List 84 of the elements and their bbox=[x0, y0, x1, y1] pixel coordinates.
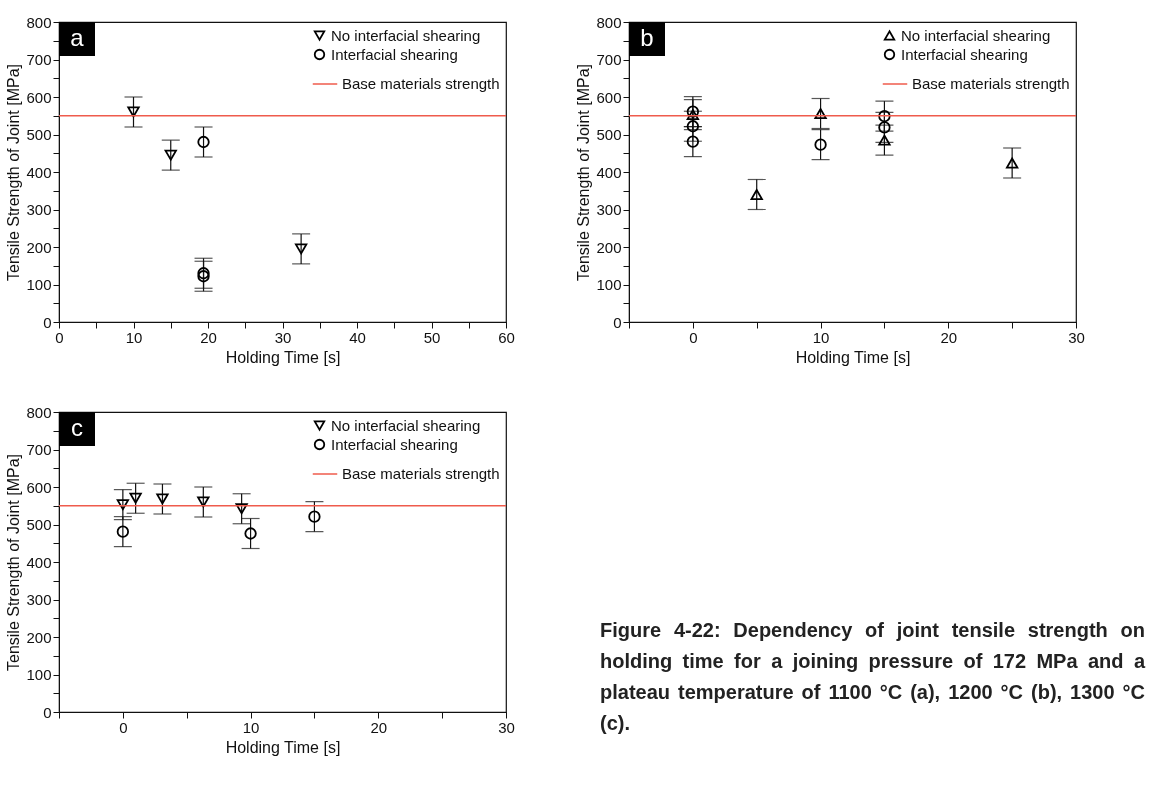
point bbox=[294, 243, 308, 255]
point bbox=[878, 109, 891, 123]
x-tick-label: 20 bbox=[200, 328, 217, 346]
y-tick-label: 700 bbox=[26, 441, 52, 458]
legend-label: Interfacial shearing bbox=[331, 45, 458, 63]
y-axis-title: Tensile Strength of Joint [MPa] bbox=[5, 454, 23, 671]
y-tick-label: 100 bbox=[26, 276, 52, 293]
x-tick-label: 0 bbox=[55, 328, 64, 346]
y-tick-label: 700 bbox=[596, 51, 622, 68]
x-tick-label: 30 bbox=[1068, 328, 1085, 346]
y-tick-label: 500 bbox=[26, 516, 52, 533]
x-axis-title: Holding Time [s] bbox=[795, 348, 911, 366]
point bbox=[814, 138, 827, 151]
point bbox=[116, 525, 129, 538]
annotation: b bbox=[640, 24, 654, 51]
y-tick-label: 400 bbox=[596, 163, 622, 181]
legend-label: Base materials strength bbox=[342, 75, 500, 92]
point bbox=[244, 527, 257, 540]
x-tick-label: 30 bbox=[498, 718, 515, 736]
y-tick-label: 0 bbox=[613, 313, 622, 331]
y-tick-label: 200 bbox=[26, 628, 52, 646]
legend-label: Base materials strength bbox=[342, 465, 500, 482]
x-tick-label: 0 bbox=[119, 718, 128, 736]
x-tick-label: 10 bbox=[242, 718, 260, 736]
y-tick-label: 400 bbox=[26, 163, 52, 181]
point bbox=[127, 106, 140, 118]
y-axis-title: Tensile Strength of Joint [MPa] bbox=[575, 64, 593, 281]
y-tick-label: 800 bbox=[26, 403, 52, 421]
x-tick-label: 10 bbox=[125, 328, 143, 346]
y-tick-label: 600 bbox=[26, 88, 52, 106]
x-tick-label: 60 bbox=[498, 328, 515, 346]
x-tick-label: 30 bbox=[274, 328, 292, 346]
x-axis-title: Holding Time [s] bbox=[225, 348, 341, 366]
point bbox=[686, 120, 699, 133]
y-tick-label: 700 bbox=[26, 51, 52, 68]
y-axis-title: Tensile Strength of Joint [MPa] bbox=[5, 64, 23, 281]
y-tick-label: 500 bbox=[596, 126, 622, 143]
point bbox=[686, 105, 699, 118]
point bbox=[164, 149, 177, 161]
legend-label: No interfacial shearing bbox=[331, 26, 481, 44]
point bbox=[878, 134, 891, 146]
y-tick-label: 300 bbox=[596, 201, 622, 218]
x-tick-label: 20 bbox=[940, 328, 958, 346]
legend-label: Interfacial shearing bbox=[901, 45, 1028, 63]
x-tick-label: 10 bbox=[812, 328, 830, 346]
annotation: a bbox=[70, 24, 85, 51]
y-tick-label: 400 bbox=[26, 553, 52, 571]
legend-label: Base materials strength bbox=[912, 75, 1070, 92]
caption: Figure 4-22: Dependency of joint tensile strength on holding time for a joining pressure of 172 MPa and a plateau temperature of 1100 °C (a), 1200 °C (b), 1300 °C (c). bbox=[600, 618, 1145, 736]
legend-label: Interfacial shearing bbox=[331, 435, 458, 453]
point bbox=[686, 109, 699, 121]
point bbox=[686, 135, 699, 148]
y-tick-label: 300 bbox=[26, 201, 52, 218]
legend-label: No interfacial shearing bbox=[331, 416, 481, 434]
annotation: c bbox=[71, 414, 83, 441]
y-tick-label: 0 bbox=[43, 703, 52, 721]
point bbox=[116, 499, 129, 511]
point bbox=[878, 121, 891, 134]
y-tick-label: 800 bbox=[596, 13, 622, 31]
y-tick-label: 300 bbox=[26, 591, 52, 608]
point bbox=[814, 108, 827, 119]
point bbox=[156, 493, 169, 505]
x-axis-title: Holding Time [s] bbox=[225, 738, 341, 756]
point bbox=[197, 496, 210, 508]
point bbox=[129, 492, 142, 504]
y-tick-label: 600 bbox=[26, 478, 52, 496]
y-tick-label: 500 bbox=[26, 126, 52, 143]
y-tick-label: 100 bbox=[26, 666, 52, 683]
y-tick-label: 600 bbox=[596, 88, 622, 106]
y-tick-label: 100 bbox=[596, 276, 622, 293]
point bbox=[235, 503, 248, 515]
y-tick-label: 800 bbox=[26, 13, 52, 31]
x-tick-label: 50 bbox=[423, 328, 441, 346]
point bbox=[308, 510, 321, 523]
point bbox=[197, 135, 210, 149]
y-tick-label: 200 bbox=[26, 238, 52, 256]
x-tick-label: 40 bbox=[349, 328, 366, 346]
y-tick-label: 0 bbox=[43, 313, 52, 331]
legend-label: No interfacial shearing bbox=[901, 26, 1051, 44]
x-tick-label: 20 bbox=[370, 718, 388, 736]
point bbox=[750, 189, 763, 200]
y-tick-label: 200 bbox=[596, 238, 622, 256]
point bbox=[1006, 157, 1019, 169]
x-tick-label: 0 bbox=[689, 328, 698, 346]
